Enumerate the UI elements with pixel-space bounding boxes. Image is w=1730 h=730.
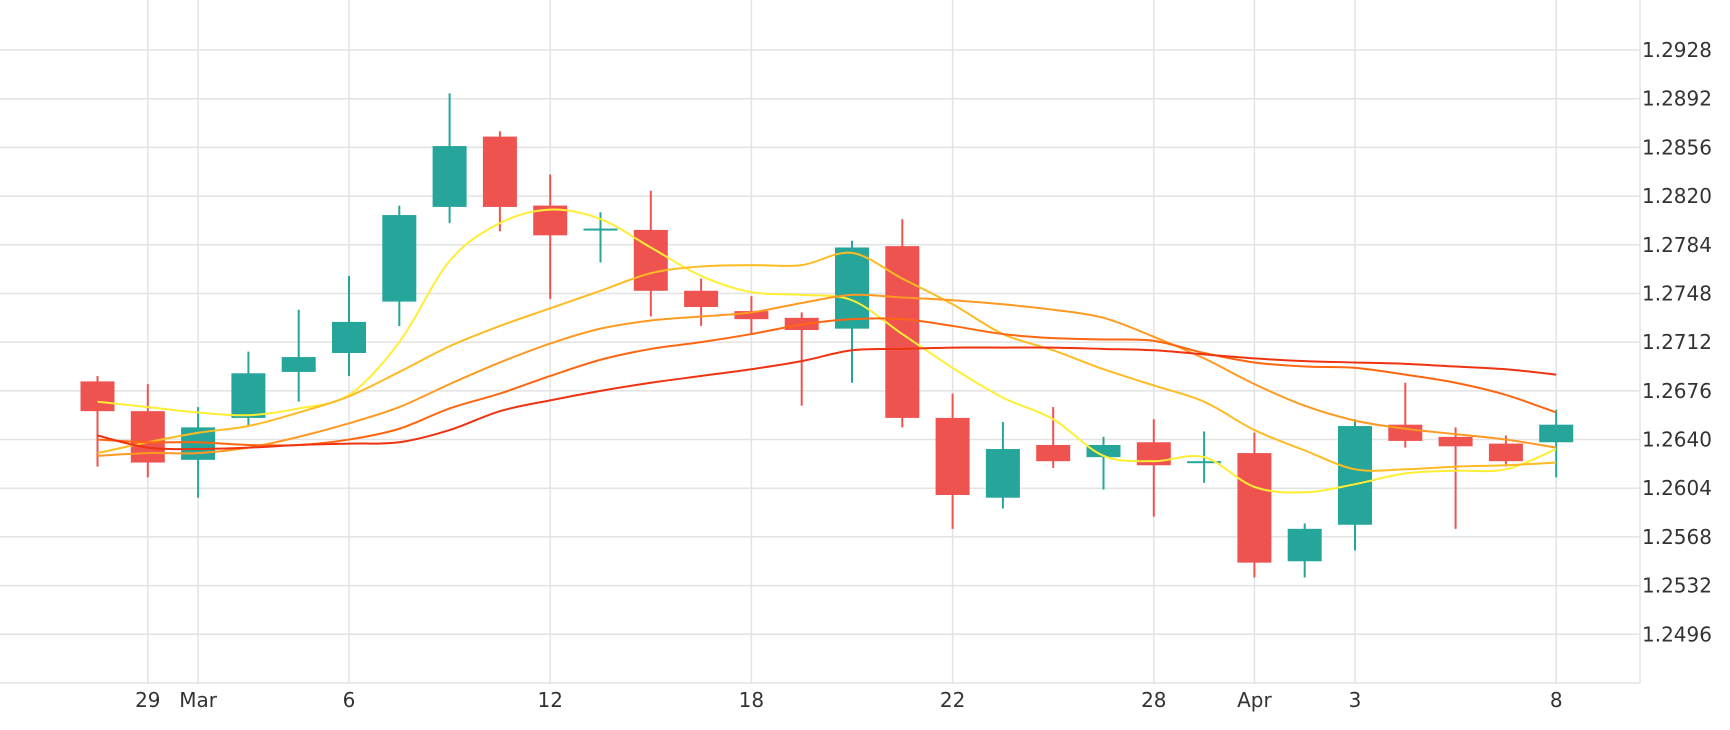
candle-body <box>1287 528 1322 562</box>
x-tick-label: 18 <box>739 688 764 712</box>
y-tick-label: 1.2604 <box>1642 476 1712 500</box>
candle-body <box>1187 461 1222 464</box>
x-tick-label: 22 <box>940 688 965 712</box>
candle-body <box>332 321 366 353</box>
candle-body <box>1086 444 1121 458</box>
candle-body <box>1438 436 1473 447</box>
candle-body <box>633 229 668 291</box>
candle-body <box>1488 443 1523 462</box>
candle-body <box>684 290 719 308</box>
candle-body <box>1539 424 1574 443</box>
x-tick-label: Mar <box>179 688 218 712</box>
candle-body <box>1237 453 1272 563</box>
candle-body <box>281 357 316 372</box>
candle-body <box>935 417 970 496</box>
x-tick-label: 28 <box>1141 688 1166 712</box>
candle-body <box>80 381 115 412</box>
y-tick-label: 1.2748 <box>1642 281 1712 305</box>
candle-body <box>835 247 869 329</box>
candle-body <box>583 228 618 231</box>
candle-body <box>130 411 165 463</box>
y-tick-label: 1.2820 <box>1642 184 1712 208</box>
y-tick-label: 1.2712 <box>1642 330 1712 354</box>
candle-body <box>1036 444 1071 462</box>
candle-body <box>885 246 920 418</box>
x-tick-label: 6 <box>343 688 356 712</box>
candle-body <box>1338 426 1372 525</box>
moving-average-line-5 <box>97 346 1557 451</box>
candle-body <box>1136 442 1171 466</box>
candle-body <box>231 373 266 418</box>
moving-average-line-1 <box>97 208 1557 494</box>
candle-body <box>734 311 769 320</box>
x-tick-label: 3 <box>1349 688 1362 712</box>
candle-body <box>1388 424 1423 441</box>
candle-body <box>985 449 1020 498</box>
y-tick-label: 1.2928 <box>1642 38 1712 62</box>
y-tick-label: 1.2856 <box>1642 135 1712 159</box>
x-tick-label: 8 <box>1550 688 1563 712</box>
moving-average-line-4 <box>97 317 1557 447</box>
y-tick-label: 1.2640 <box>1642 428 1712 452</box>
candle-body <box>382 215 417 302</box>
y-tick-label: 1.2496 <box>1642 622 1712 646</box>
y-tick-label: 1.2676 <box>1642 379 1712 403</box>
moving-average-line-3 <box>97 293 1557 457</box>
y-tick-label: 1.2568 <box>1642 525 1712 549</box>
x-tick-label: 29 <box>135 688 160 712</box>
y-tick-label: 1.2784 <box>1642 233 1712 257</box>
y-tick-label: 1.2892 <box>1642 87 1712 111</box>
y-tick-label: 1.2532 <box>1642 574 1712 598</box>
x-tick-label: 12 <box>537 688 562 712</box>
x-tick-label: Apr <box>1237 688 1272 712</box>
candle-body <box>432 146 467 207</box>
moving-average-line-2 <box>97 251 1557 472</box>
candle-body <box>482 136 517 207</box>
